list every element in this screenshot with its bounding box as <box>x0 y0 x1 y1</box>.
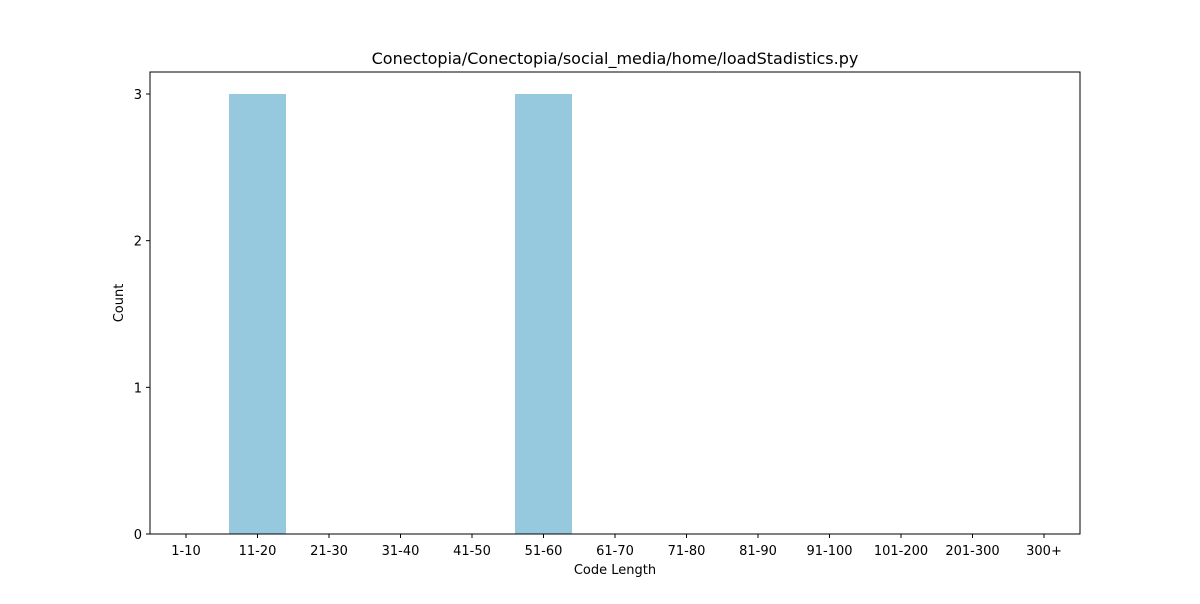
y-axis: 0 1 2 3 <box>134 88 150 543</box>
y-tick-label: 0 <box>134 528 142 543</box>
x-tick-label: 11-20 <box>239 544 277 559</box>
y-tick-label: 2 <box>134 235 142 250</box>
x-axis-label: Code Length <box>574 563 656 578</box>
x-tick-label: 31-40 <box>382 544 420 559</box>
plot-frame <box>149 71 1081 535</box>
y-axis-label: Count <box>112 284 127 323</box>
chart-title: Conectopia/Conectopia/social_media/home/… <box>372 49 859 69</box>
x-tick-label: 91-100 <box>806 544 852 559</box>
x-tick-label: 51-60 <box>525 544 563 559</box>
bar-51-60 <box>515 94 572 534</box>
bars-group <box>229 94 572 534</box>
bar-11-20 <box>229 94 286 534</box>
x-tick-label: 71-80 <box>668 544 706 559</box>
x-tick-label: 201-300 <box>945 544 999 559</box>
x-tick-label: 101-200 <box>874 544 928 559</box>
x-axis: 1-10 11-20 21-30 31-40 41-50 51-60 61-70 71-80 8… <box>171 534 1062 559</box>
y-tick-label: 1 <box>134 381 142 396</box>
x-tick-label: 1-10 <box>171 544 201 559</box>
x-tick-label: 300+ <box>1026 544 1062 559</box>
x-tick-label: 81-90 <box>739 544 777 559</box>
x-tick-label: 61-70 <box>596 544 634 559</box>
x-tick-label: 41-50 <box>453 544 491 559</box>
y-tick-label: 3 <box>134 88 142 103</box>
x-tick-label: 21-30 <box>310 544 348 559</box>
